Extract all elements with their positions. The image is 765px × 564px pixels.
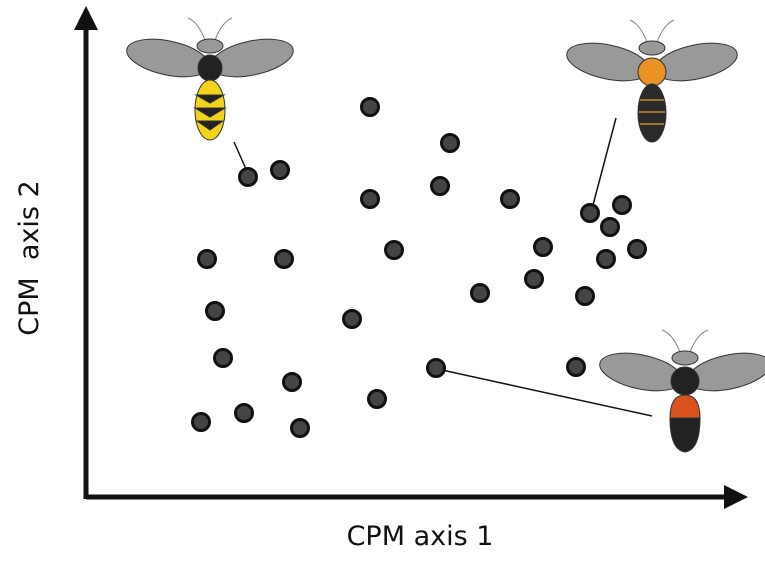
thorax — [637, 57, 667, 87]
leader-line — [441, 369, 653, 417]
stripes — [639, 99, 665, 125]
point — [600, 217, 620, 237]
point — [290, 418, 310, 438]
point — [197, 249, 217, 269]
abdomen-front — [669, 394, 701, 419]
leader-lines — [233, 117, 653, 417]
point — [566, 357, 586, 377]
antennae — [187, 17, 233, 41]
points — [191, 97, 647, 438]
bumblebee-illustration — [599, 329, 765, 453]
point — [533, 237, 553, 257]
point — [360, 189, 380, 209]
point — [596, 249, 616, 269]
bee-illustration — [566, 19, 738, 143]
point — [282, 372, 302, 392]
stripes — [193, 94, 227, 131]
point — [270, 160, 290, 180]
wasp-illustration — [126, 17, 294, 141]
head — [671, 350, 699, 366]
y-arrow — [74, 6, 98, 30]
point — [384, 240, 404, 260]
point — [470, 283, 490, 303]
point — [360, 97, 380, 117]
point — [580, 203, 600, 223]
point — [612, 195, 632, 215]
point — [274, 249, 294, 269]
point — [430, 176, 450, 196]
point — [426, 358, 446, 378]
point — [440, 133, 460, 153]
point — [238, 167, 258, 187]
thorax — [670, 366, 700, 396]
abdomen-back — [669, 417, 701, 453]
point — [500, 189, 520, 209]
point — [205, 301, 225, 321]
antennae — [629, 19, 675, 43]
point — [342, 309, 362, 329]
point — [627, 239, 647, 259]
head — [196, 38, 224, 54]
thorax — [197, 54, 223, 82]
abdomen — [637, 83, 667, 143]
point — [213, 348, 233, 368]
x-axis-label: CPM axis 1 — [347, 521, 494, 552]
point — [234, 403, 254, 423]
x-arrow — [724, 485, 748, 509]
leader-line — [592, 117, 617, 206]
antennae — [661, 329, 709, 353]
point — [367, 389, 387, 409]
y-axis-label: CPM axis 2 — [14, 180, 45, 335]
point — [575, 286, 595, 306]
point — [524, 269, 544, 289]
point — [191, 412, 211, 432]
leader-line — [233, 141, 247, 170]
head — [638, 40, 666, 56]
